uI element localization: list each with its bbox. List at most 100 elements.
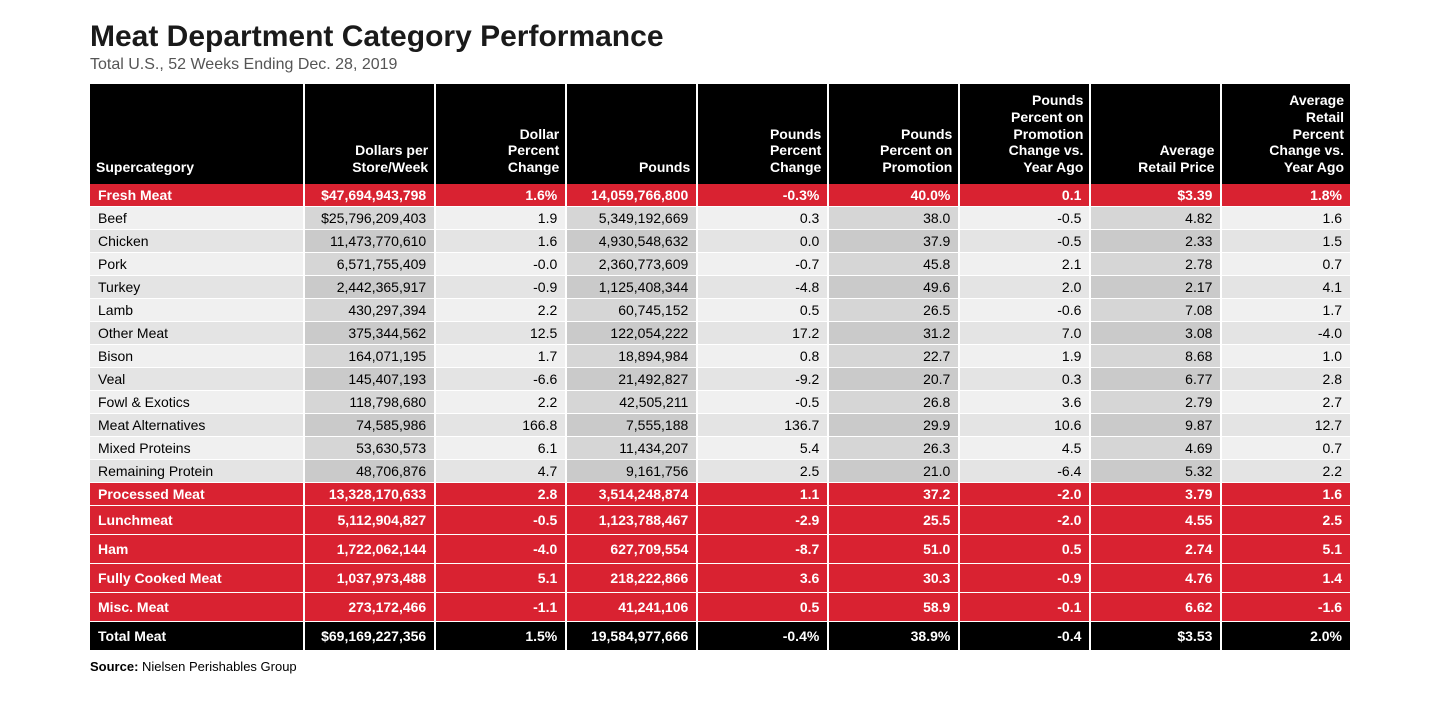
table-cell: 2.17: [1090, 275, 1221, 298]
table-row: Lunchmeat5,112,904,827-0.51,123,788,467-…: [90, 505, 1350, 534]
table-cell: -0.5: [959, 229, 1090, 252]
table-cell: -0.6: [959, 298, 1090, 321]
table-cell: 0.1: [959, 184, 1090, 207]
table-cell: Chicken: [90, 229, 304, 252]
table-cell: 2,360,773,609: [566, 252, 697, 275]
table-cell: 145,407,193: [304, 367, 435, 390]
table-cell: 2.1: [959, 252, 1090, 275]
table-cell: 430,297,394: [304, 298, 435, 321]
column-header: Pounds: [566, 84, 697, 184]
table-cell: -0.4: [959, 621, 1090, 650]
table-cell: 12.5: [435, 321, 566, 344]
table-cell: -0.5: [435, 505, 566, 534]
table-cell: -6.4: [959, 459, 1090, 482]
table-cell: 6.1: [435, 436, 566, 459]
table-cell: 4.5: [959, 436, 1090, 459]
column-header: PoundsPercentChange: [697, 84, 828, 184]
table-cell: 1.0: [1221, 344, 1350, 367]
table-cell: 6.62: [1090, 592, 1221, 621]
table-cell: -9.2: [697, 367, 828, 390]
table-cell: 17.2: [697, 321, 828, 344]
table-cell: Bison: [90, 344, 304, 367]
table-cell: 375,344,562: [304, 321, 435, 344]
table-cell: Lamb: [90, 298, 304, 321]
table-cell: 31.2: [828, 321, 959, 344]
column-header: AverageRetailPercentChange vs.Year Ago: [1221, 84, 1350, 184]
table-cell: -0.7: [697, 252, 828, 275]
table-cell: -0.5: [697, 390, 828, 413]
table-cell: 4.55: [1090, 505, 1221, 534]
table-cell: 51.0: [828, 534, 959, 563]
table-cell: 26.3: [828, 436, 959, 459]
table-cell: 2.0: [959, 275, 1090, 298]
table-cell: 3.6: [697, 563, 828, 592]
table-cell: 4.76: [1090, 563, 1221, 592]
table-cell: 0.7: [1221, 436, 1350, 459]
table-cell: 1.5%: [435, 621, 566, 650]
table-cell: 4.7: [435, 459, 566, 482]
table-row: Misc. Meat273,172,466-1.141,241,1060.558…: [90, 592, 1350, 621]
column-header: AverageRetail Price: [1090, 84, 1221, 184]
table-row: Turkey2,442,365,917-0.91,125,408,344-4.8…: [90, 275, 1350, 298]
table-cell: 118,798,680: [304, 390, 435, 413]
table-cell: 20.7: [828, 367, 959, 390]
table-cell: 5,349,192,669: [566, 206, 697, 229]
table-row: Mixed Proteins53,630,5736.111,434,2075.4…: [90, 436, 1350, 459]
source-label: Source:: [90, 659, 138, 674]
table-cell: 21,492,827: [566, 367, 697, 390]
table-cell: Pork: [90, 252, 304, 275]
table-cell: 2.5: [697, 459, 828, 482]
table-cell: -0.0: [435, 252, 566, 275]
table-cell: 6,571,755,409: [304, 252, 435, 275]
table-cell: 2.8: [1221, 367, 1350, 390]
table-row: Fully Cooked Meat1,037,973,4885.1218,222…: [90, 563, 1350, 592]
table-cell: Processed Meat: [90, 482, 304, 505]
table-row: Ham1,722,062,144-4.0627,709,554-8.751.00…: [90, 534, 1350, 563]
table-cell: 1.6: [1221, 206, 1350, 229]
table-cell: 9,161,756: [566, 459, 697, 482]
table-cell: -0.5: [959, 206, 1090, 229]
table-cell: -0.9: [959, 563, 1090, 592]
table-cell: 4.69: [1090, 436, 1221, 459]
table-cell: 1.4: [1221, 563, 1350, 592]
table-row: Fresh Meat$47,694,943,7981.6%14,059,766,…: [90, 184, 1350, 207]
table-cell: -8.7: [697, 534, 828, 563]
table-cell: Fresh Meat: [90, 184, 304, 207]
table-cell: 122,054,222: [566, 321, 697, 344]
performance-table: SupercategoryDollars perStore/WeekDollar…: [90, 84, 1350, 651]
table-cell: 3.79: [1090, 482, 1221, 505]
table-cell: 5.1: [435, 563, 566, 592]
table-cell: 1.6: [435, 229, 566, 252]
table-cell: 1.9: [959, 344, 1090, 367]
table-cell: 7,555,188: [566, 413, 697, 436]
table-cell: 74,585,986: [304, 413, 435, 436]
table-row: Other Meat375,344,56212.5122,054,22217.2…: [90, 321, 1350, 344]
table-cell: Beef: [90, 206, 304, 229]
table-cell: Ham: [90, 534, 304, 563]
table-cell: 37.9: [828, 229, 959, 252]
table-cell: 2.33: [1090, 229, 1221, 252]
table-cell: 0.5: [697, 298, 828, 321]
table-cell: 5.32: [1090, 459, 1221, 482]
table-cell: 2.2: [435, 390, 566, 413]
table-cell: 5,112,904,827: [304, 505, 435, 534]
table-cell: 18,894,984: [566, 344, 697, 367]
table-cell: 2,442,365,917: [304, 275, 435, 298]
table-cell: 2.8: [435, 482, 566, 505]
table-cell: 6.77: [1090, 367, 1221, 390]
table-cell: 8.68: [1090, 344, 1221, 367]
table-cell: -1.1: [435, 592, 566, 621]
table-cell: -6.6: [435, 367, 566, 390]
table-cell: 22.7: [828, 344, 959, 367]
table-cell: 0.0: [697, 229, 828, 252]
table-cell: 11,434,207: [566, 436, 697, 459]
table-cell: Fowl & Exotics: [90, 390, 304, 413]
table-cell: 1.5: [1221, 229, 1350, 252]
table-cell: 7.0: [959, 321, 1090, 344]
table-cell: 37.2: [828, 482, 959, 505]
table-cell: 11,473,770,610: [304, 229, 435, 252]
table-cell: -2.0: [959, 505, 1090, 534]
table-cell: -0.4%: [697, 621, 828, 650]
table-cell: Misc. Meat: [90, 592, 304, 621]
table-cell: 4.82: [1090, 206, 1221, 229]
